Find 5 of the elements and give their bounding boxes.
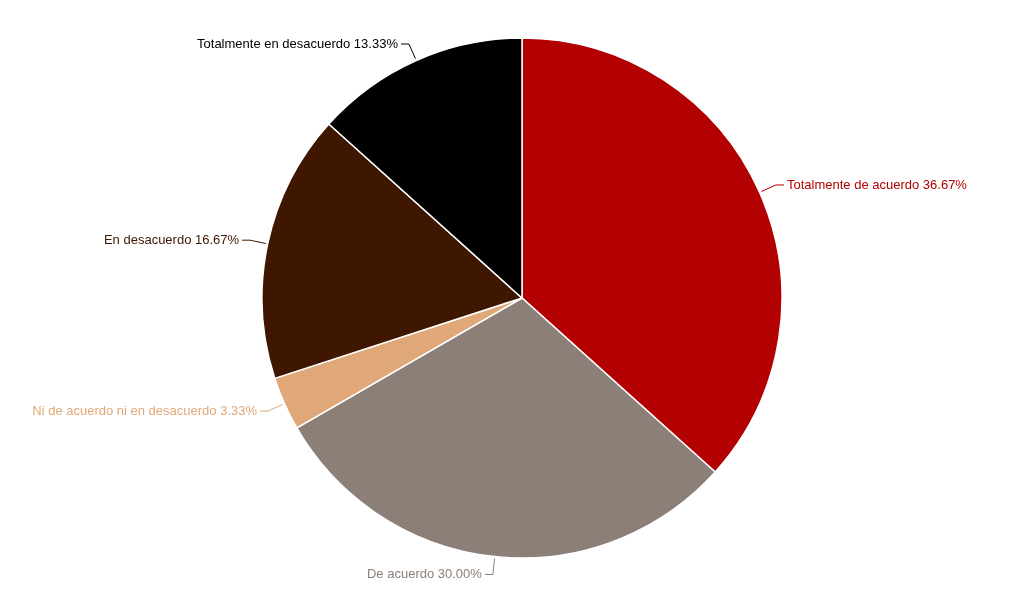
slice-label: Totalmente de acuerdo 36.67% bbox=[786, 176, 968, 192]
slice-label: En desacuerdo 16.67% bbox=[103, 232, 240, 248]
slice-label: Ni de acuerdo ni en desacuerdo 3.33% bbox=[32, 403, 258, 419]
slice-label: De acuerdo 30.00% bbox=[366, 566, 483, 582]
slice-label: Totalmente en desacuerdo 13.33% bbox=[197, 36, 399, 52]
